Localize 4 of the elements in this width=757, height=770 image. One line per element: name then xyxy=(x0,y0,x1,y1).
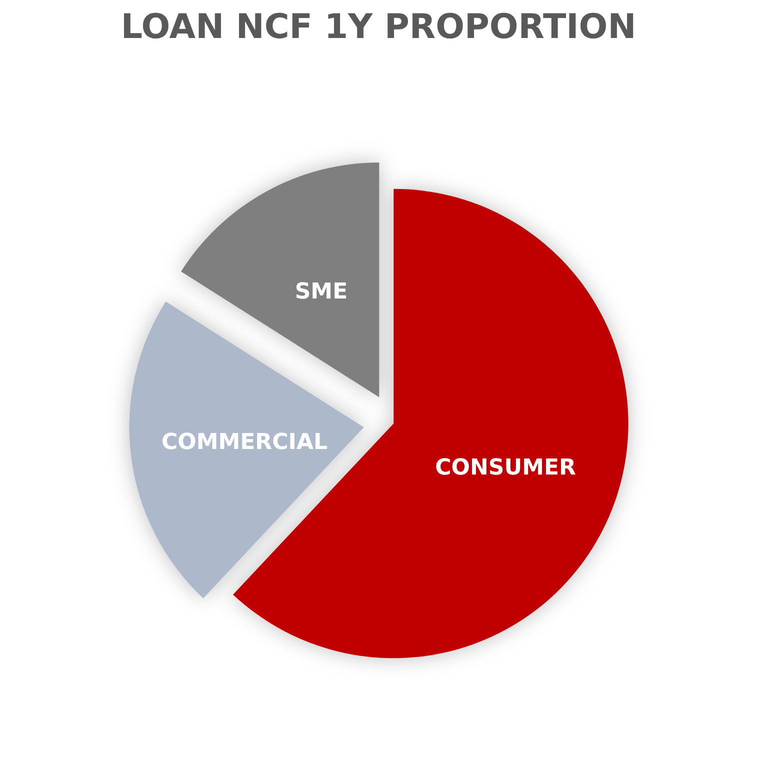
slice-label: CONSUMER xyxy=(435,455,576,480)
chart-title: LOAN NCF 1Y PROPORTION xyxy=(120,7,636,47)
slice-label: SME xyxy=(294,279,348,304)
slice-label: COMMERCIAL xyxy=(162,430,328,455)
